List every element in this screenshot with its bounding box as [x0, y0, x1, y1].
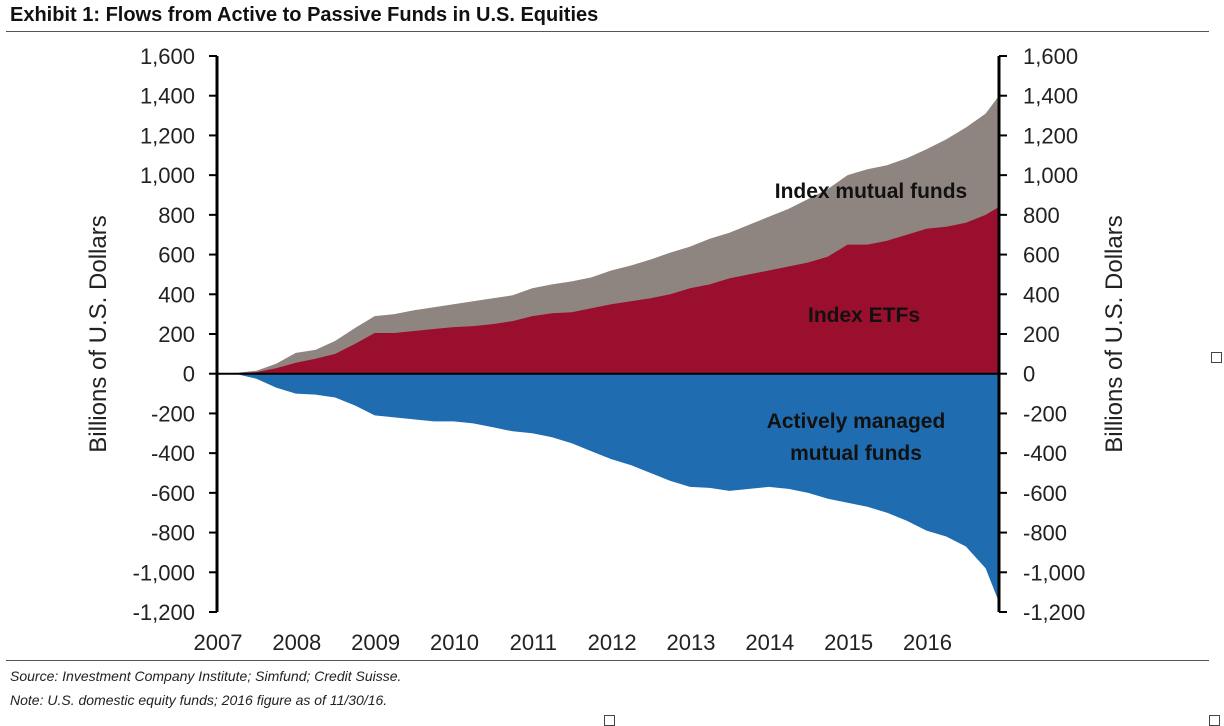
x-tick-label: 2010 [430, 630, 479, 655]
left-y-tick-label: -600 [151, 481, 195, 506]
x-tick-label: 2016 [903, 630, 952, 655]
chart-labels: 1,600 1,600 1,400 1,400 1,200 1,200 1,000 1,000… [85, 44, 1128, 655]
right-y-tick-label: 1,400 [1023, 84, 1078, 109]
x-tick-label: 2008 [272, 630, 321, 655]
right-y-tick-label: 0 [1023, 362, 1035, 387]
label-actively-managed-line2: mutual funds [790, 442, 922, 465]
right-y-tick-label: 1,600 [1023, 44, 1078, 69]
chart-axes [209, 55, 1007, 613]
right-y-tick-label: 1,200 [1023, 123, 1078, 148]
right-y-tick-label: -600 [1023, 481, 1067, 506]
right-y-tick-label: 800 [1023, 203, 1060, 228]
title-rule [6, 31, 1209, 32]
right-y-tick-label: 200 [1023, 322, 1060, 347]
x-tick-label: 2012 [588, 630, 637, 655]
left-y-tick-label: 1,600 [140, 44, 195, 69]
chart-areas [217, 95, 999, 603]
left-y-tick-label: 600 [158, 243, 195, 268]
chart-title: Exhibit 1: Flows from Active to Passive … [10, 4, 599, 26]
footer-rule [6, 660, 1209, 661]
label-index-mutual-funds: Index mutual funds [775, 180, 968, 203]
right-y-tick-label: -400 [1023, 441, 1067, 466]
x-tick-label: 2013 [667, 630, 716, 655]
x-tick-label: 2011 [510, 630, 557, 655]
source-note: Source: Investment Company Institute; Si… [10, 668, 402, 684]
left-y-tick-label: -400 [151, 441, 195, 466]
right-y-tick-label: -800 [1023, 521, 1067, 546]
x-tick-label: 2015 [824, 630, 873, 655]
right-y-tick-label: -1,000 [1023, 560, 1085, 585]
left-y-tick-label: -1,000 [133, 560, 195, 585]
left-y-tick-label: -800 [151, 521, 195, 546]
right-y-tick-label: -200 [1023, 401, 1067, 426]
left-y-axis-label: Billions of U.S. Dollars [85, 215, 112, 452]
x-tick-label: 2009 [351, 630, 400, 655]
label-actively-managed-line1: Actively managed [767, 410, 946, 433]
left-y-tick-label: 1,000 [140, 163, 195, 188]
left-y-tick-label: 0 [183, 362, 195, 387]
left-y-tick-label: 1,400 [140, 84, 195, 109]
right-y-tick-label: 600 [1023, 243, 1060, 268]
selection-handle[interactable] [1211, 352, 1222, 363]
right-y-axis-label: Billions of U.S. Dollars [1101, 215, 1128, 452]
left-y-tick-label: -1,200 [133, 600, 195, 625]
x-tick-label: 2014 [745, 630, 794, 655]
selection-handle[interactable] [604, 715, 615, 726]
right-y-tick-label: 1,000 [1023, 163, 1078, 188]
footnote: Note: U.S. domestic equity funds; 2016 f… [10, 692, 388, 708]
index-etfs-area [217, 206, 999, 374]
x-tick-label: 2007 [194, 630, 243, 655]
right-y-tick-label: -1,200 [1023, 600, 1085, 625]
actively-managed-mutual-funds-area [217, 373, 999, 603]
left-y-tick-label: 1,200 [140, 123, 195, 148]
selection-handle[interactable] [1209, 715, 1220, 726]
right-y-tick-label: 400 [1023, 282, 1060, 307]
label-index-etfs: Index ETFs [808, 304, 920, 327]
left-y-tick-label: 200 [158, 322, 195, 347]
left-y-tick-label: 800 [158, 203, 195, 228]
left-y-tick-label: 400 [158, 282, 195, 307]
left-y-tick-label: -200 [151, 401, 195, 426]
